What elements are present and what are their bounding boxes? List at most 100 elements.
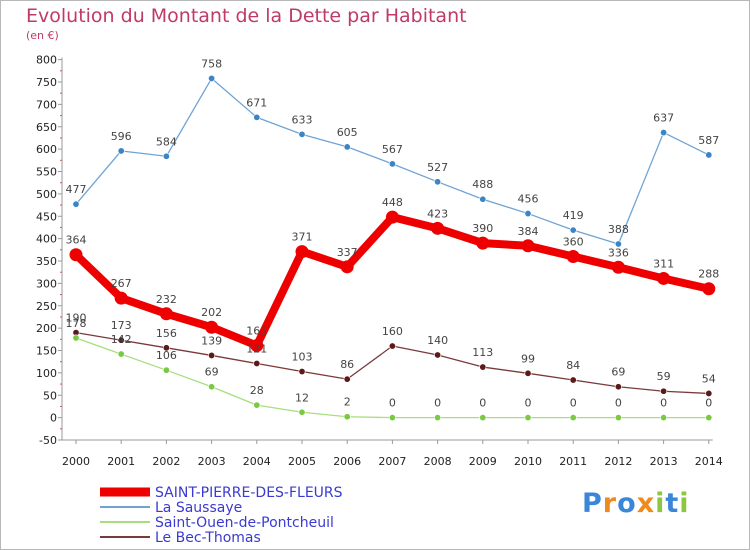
data-label: 633 <box>292 113 313 126</box>
legend-entry: SAINT-PIERRE-DES-FLEURS <box>100 485 343 501</box>
x-tick-label: 2009 <box>469 455 497 468</box>
data-label: 84 <box>566 359 580 372</box>
data-point <box>569 376 577 384</box>
series-layer <box>69 74 716 422</box>
data-label: 178 <box>66 317 87 330</box>
data-label: 2 <box>344 396 351 409</box>
x-tick-label: 2001 <box>107 455 135 468</box>
series-2 <box>72 334 713 422</box>
data-label: 0 <box>705 397 712 410</box>
data-label: 527 <box>427 161 448 174</box>
y-tick-label: 600 <box>36 143 57 156</box>
data-point <box>521 239 535 253</box>
logo-letter: i <box>655 488 666 519</box>
logo-letter: t <box>665 488 680 519</box>
data-label: 419 <box>563 209 584 222</box>
legend-entry: La Saussaye <box>100 500 242 516</box>
logo-letter: o <box>617 488 637 519</box>
data-label: 448 <box>382 196 403 209</box>
data-label: 0 <box>660 397 667 410</box>
x-tick-label: 2010 <box>514 455 542 468</box>
data-point <box>569 226 577 234</box>
series-3 <box>72 329 713 397</box>
data-point <box>479 363 487 371</box>
data-label: 139 <box>201 334 222 347</box>
data-point <box>298 130 306 138</box>
data-label: 161 <box>246 325 267 338</box>
legend-label: Saint-Ouen-de-Pontcheuil <box>155 515 334 531</box>
data-label: 423 <box>427 207 448 220</box>
x-tick-label: 2007 <box>378 455 406 468</box>
data-label: 28 <box>250 384 264 397</box>
y-tick-label: 800 <box>36 54 57 67</box>
data-label: 232 <box>156 293 177 306</box>
data-point <box>340 260 354 274</box>
x-tick-label: 2005 <box>288 455 316 468</box>
logo-letter: x <box>636 488 656 519</box>
logo-letter: P <box>582 488 603 519</box>
data-point <box>385 210 399 224</box>
data-label: 140 <box>427 334 448 347</box>
x-tick-label: 2000 <box>62 455 90 468</box>
y-tick-label: 750 <box>36 76 57 89</box>
chart-title: Evolution du Montant de la Dette par Hab… <box>26 5 467 27</box>
data-point <box>250 339 264 353</box>
data-point <box>208 383 216 391</box>
axes: -500501001502002503003504004505005506006… <box>36 54 723 468</box>
data-label: 202 <box>201 306 222 319</box>
logo-letter: r <box>602 488 618 519</box>
data-point <box>660 129 668 137</box>
data-point <box>434 414 442 422</box>
data-label: 0 <box>615 397 622 410</box>
y-tick-label: 50 <box>43 389 57 402</box>
legend-label: La Saussaye <box>155 500 242 516</box>
x-tick-label: 2008 <box>424 455 452 468</box>
data-label: 587 <box>698 134 719 147</box>
data-label: 156 <box>156 327 177 340</box>
data-point <box>660 414 668 422</box>
data-label: 99 <box>521 352 535 365</box>
x-tick-label: 2014 <box>695 455 723 468</box>
data-point <box>611 260 625 274</box>
data-point <box>253 359 261 367</box>
data-label: 758 <box>201 57 222 70</box>
data-label: 69 <box>205 366 219 379</box>
data-label: 59 <box>657 370 671 383</box>
data-label: 86 <box>340 358 354 371</box>
data-point <box>343 375 351 383</box>
proxiti-logo: Proxiti <box>582 488 690 519</box>
series-0 <box>69 210 716 353</box>
data-label: 371 <box>292 231 313 244</box>
data-point <box>69 248 83 262</box>
x-tick-label: 2012 <box>604 455 632 468</box>
data-label: 288 <box>698 268 719 281</box>
data-point <box>295 245 309 259</box>
data-label: 388 <box>608 223 629 236</box>
x-tick-label: 2006 <box>333 455 361 468</box>
data-label: 173 <box>111 319 132 332</box>
data-label: 190 <box>66 312 87 325</box>
data-label: 267 <box>111 277 132 290</box>
data-point <box>524 210 532 218</box>
data-label: 488 <box>472 178 493 191</box>
y-tick-label: 700 <box>36 98 57 111</box>
x-tick-label: 2002 <box>152 455 180 468</box>
data-point <box>702 282 716 296</box>
logo-letter: i <box>679 488 690 519</box>
x-tick-label: 2004 <box>243 455 271 468</box>
data-point <box>479 195 487 203</box>
data-label: 106 <box>156 349 177 362</box>
data-label: 637 <box>653 112 674 125</box>
data-point <box>253 113 261 121</box>
data-point <box>614 240 622 248</box>
legend-label: SAINT-PIERRE-DES-FLEURS <box>155 485 343 501</box>
data-label: 113 <box>472 346 493 359</box>
data-point <box>434 351 442 359</box>
chart-subtitle: (en €) <box>26 29 59 42</box>
data-point <box>705 414 713 422</box>
series-line <box>75 331 709 395</box>
data-label: 142 <box>111 333 132 346</box>
legend-entry: Le Bec-Thomas <box>100 530 261 546</box>
data-label: 12 <box>295 391 309 404</box>
data-point <box>660 387 668 395</box>
